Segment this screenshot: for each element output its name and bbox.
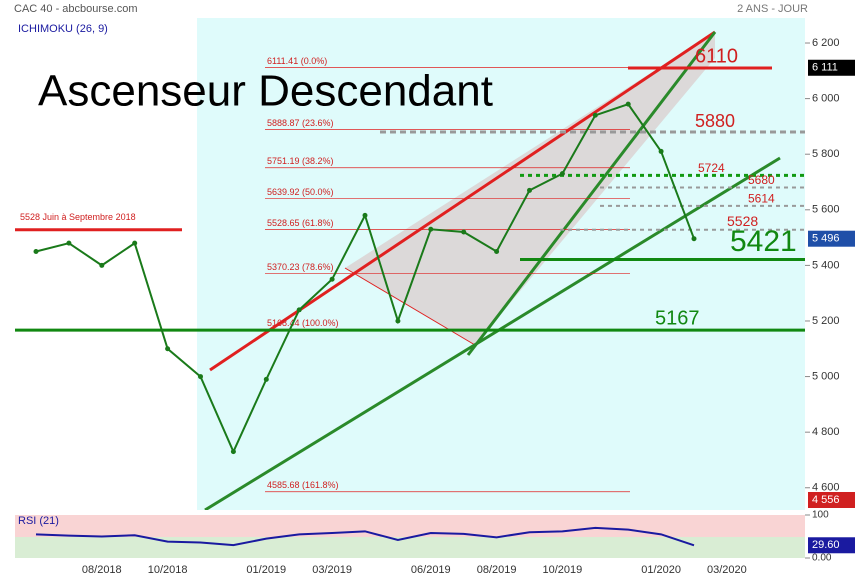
source: CAC 40 - abcbourse.com [14,3,138,15]
level-label: 5421 [730,225,797,258]
axis-bg [805,0,855,580]
price-point [658,148,664,154]
rsi-line [35,526,695,547]
range-label: 5528 Juin à Septembre 2018 [20,212,136,222]
rsi-tick-label: 0.00 [812,553,832,564]
price-point [296,307,302,313]
x-tick-label: 10/2019 [543,564,583,576]
rsi-oversold [15,537,805,558]
fib-label: 4585.68 (161.8%) [267,480,339,490]
level-label: 5167 [655,307,700,329]
channel-edge [344,267,476,346]
x-tick-label: 01/2020 [641,564,681,576]
rsi-badge [808,537,855,554]
price-point [329,276,335,282]
x-tick-label: 03/2019 [312,564,352,576]
rsi-overbought [15,515,805,537]
level-label: 5614 [748,191,775,205]
period: 2 ANS - JOUR [737,3,808,15]
rsi-badge-label: 29.60 [812,539,840,551]
price-point [33,248,39,254]
chart-title: Ascenseur Descendant [38,67,493,116]
price-badge-label: 5 496 [812,233,840,245]
y-tick-label: 4 800 [812,426,840,438]
price-point [395,318,401,324]
price-point [527,187,532,193]
price-point [461,229,467,235]
fib-label: 6111.41 (0.0%) [267,56,327,66]
x-tick-label: 10/2018 [148,564,188,576]
y-tick-label: 5 800 [812,148,840,160]
rising-trendline [466,31,717,356]
price-point [198,374,203,380]
price-badge [808,230,855,247]
price-point [362,212,368,218]
y-tick-label: 5 000 [812,370,840,382]
rsi-name: RSI (21) [18,515,59,527]
price-point [494,248,500,254]
price-point [66,240,72,246]
price-point [263,376,269,382]
fib-label: 5370.23 (78.6%) [267,262,334,272]
x-tick-label: 03/2020 [707,564,747,576]
price-point [132,240,138,246]
fib-label: 5751.19 (38.2%) [267,156,334,166]
y-tick-label: 5 200 [812,315,840,327]
fib-label: 5639.92 (50.0%) [267,187,334,197]
fib-label: 5888.87 (23.6%) [267,118,334,128]
y-tick-label: 5 600 [812,204,840,216]
level-label: 5724 [698,161,725,175]
price-point [691,236,697,242]
level-label: 5680 [748,173,775,187]
price-point [625,101,631,107]
price-point [165,346,171,352]
y-tick-label: 6 200 [812,37,840,49]
indicator: ICHIMOKU (26, 9) [18,23,108,35]
price-badge [808,59,855,76]
level-label: 5880 [695,111,735,131]
price-badge-label: 4 556 [812,494,840,506]
price-badge [808,491,855,508]
upper-trendline [209,30,716,372]
rsi-tick-label: 100 [812,510,829,521]
price-point [428,226,434,232]
y-tick-label: 5 400 [812,259,840,271]
price-point [230,449,236,455]
x-tick-label: 01/2019 [246,564,286,576]
price-point [592,112,598,118]
price-point [99,262,105,268]
price-point [559,171,565,177]
fib-label: 5528.65 (61.8%) [267,218,334,228]
level-label: 5528 [727,213,758,229]
x-tick-label: 08/2019 [477,564,517,576]
fib-label: 5168.44 (100.0%) [267,318,339,328]
x-tick-label: 08/2018 [82,564,122,576]
y-tick-label: 4 600 [812,482,840,494]
level-label: 6110 [695,45,738,67]
y-tick-label: 6 000 [812,93,840,105]
lower-trendline [204,156,781,512]
price-badge-label: 6 111 [812,62,838,74]
x-tick-label: 06/2019 [411,564,451,576]
